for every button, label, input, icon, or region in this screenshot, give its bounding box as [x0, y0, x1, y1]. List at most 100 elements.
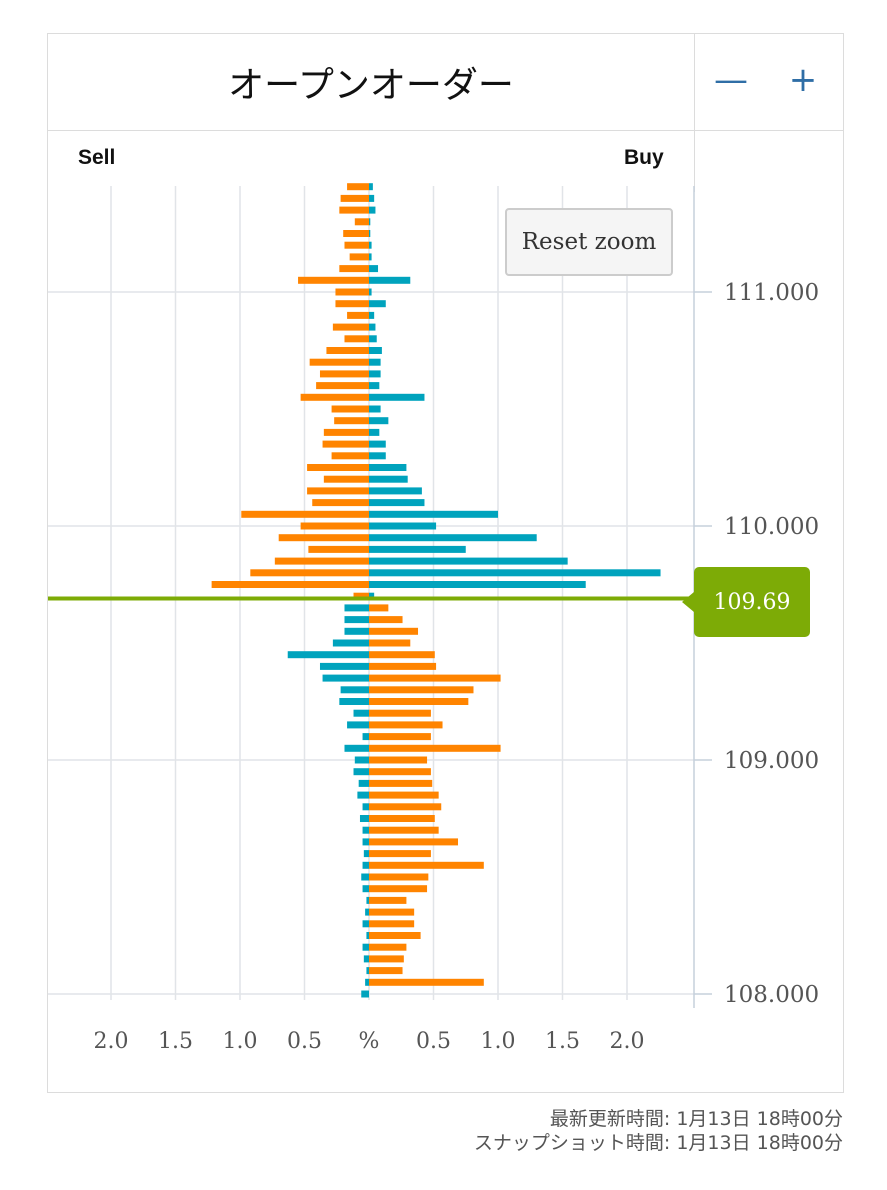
- sell-bar: [363, 850, 369, 858]
- buy-bar: [369, 311, 375, 319]
- x-tick-label: 0.5: [287, 1029, 322, 1054]
- reset-zoom-button[interactable]: Reset zoom: [505, 208, 673, 276]
- sell-bar: [344, 627, 369, 635]
- buy-bar: [369, 826, 439, 834]
- sell-bar: [332, 323, 369, 331]
- buy-bar: [369, 358, 381, 366]
- sell-bar: [300, 522, 369, 530]
- sell-bar: [362, 943, 369, 951]
- sell-bar: [334, 417, 369, 425]
- buy-bar: [369, 604, 389, 612]
- sell-bar: [363, 955, 369, 963]
- buy-bar: [369, 861, 484, 869]
- sell-bar: [344, 241, 369, 249]
- sell-bar: [359, 815, 369, 822]
- zoom-in-button[interactable]: +: [788, 60, 818, 100]
- sell-bar: [349, 253, 369, 261]
- sell-bar: [241, 510, 369, 518]
- zoom-out-button[interactable]: —: [714, 60, 748, 100]
- buy-bar: [369, 627, 419, 635]
- sell-bar: [362, 733, 369, 741]
- current-price-pointer: [682, 592, 694, 612]
- sell-bar: [287, 651, 369, 659]
- buy-bar: [369, 522, 437, 530]
- sell-bar: [211, 581, 369, 588]
- buy-bar: [369, 756, 428, 764]
- buy-bar: [369, 510, 498, 518]
- buy-bar: [369, 382, 380, 390]
- x-tick-label: 1.5: [158, 1029, 193, 1054]
- buy-bar: [369, 850, 431, 858]
- sell-bar: [274, 557, 369, 565]
- y-tick-label: 109.000: [724, 748, 819, 774]
- sell-bar: [331, 405, 369, 413]
- buy-bar: [369, 253, 372, 261]
- buy-bar: [369, 276, 411, 284]
- sell-bar: [308, 545, 369, 553]
- x-tick-label: 0.5: [416, 1029, 451, 1054]
- sell-bar: [335, 288, 369, 296]
- buy-bar: [369, 885, 428, 893]
- buy-bar: [369, 674, 501, 682]
- buy-bar: [369, 932, 421, 939]
- sell-bar: [347, 183, 369, 191]
- sell-bar: [339, 265, 369, 273]
- sell-bar: [343, 230, 369, 237]
- buy-bar: [369, 241, 372, 249]
- sell-bar: [344, 604, 369, 612]
- y-tick-label: 110.000: [724, 514, 819, 540]
- sell-bar: [353, 768, 369, 776]
- sell-side-label: Sell: [78, 146, 116, 169]
- sell-bar: [362, 920, 369, 928]
- sell-bar: [298, 276, 369, 284]
- sell-bar: [344, 335, 369, 343]
- sell-bar: [361, 873, 369, 881]
- buy-bar: [369, 967, 403, 975]
- sell-bar: [323, 428, 369, 436]
- buy-bar: [369, 779, 433, 787]
- sell-bar: [365, 908, 369, 916]
- y-tick-label: 111.000: [724, 280, 819, 306]
- x-tick-label: 2.0: [610, 1029, 645, 1054]
- sell-bar: [309, 358, 369, 366]
- sell-bar: [322, 674, 369, 682]
- sell-bar: [357, 791, 369, 799]
- buy-bar: [369, 651, 435, 659]
- x-tick-label: 2.0: [94, 1029, 129, 1054]
- buy-bar: [369, 698, 469, 705]
- sell-bar: [339, 206, 369, 214]
- sell-bar: [326, 347, 369, 354]
- buy-bar: [369, 581, 586, 588]
- sell-bar: [307, 487, 369, 495]
- buy-bar: [369, 499, 425, 507]
- header-right-divider: [694, 130, 695, 192]
- buy-bar: [369, 768, 431, 776]
- buy-bar: [369, 908, 415, 916]
- buy-bar: [369, 721, 443, 729]
- buy-bar: [369, 569, 661, 577]
- buy-bar: [369, 393, 425, 401]
- sell-bar: [316, 382, 369, 390]
- current-price-label: 109.69: [694, 567, 810, 637]
- buy-bar: [369, 815, 435, 822]
- sell-bar: [312, 499, 369, 507]
- sell-bar: [362, 885, 369, 893]
- last-updated-time: 最新更新時間: 1月13日 18時00分: [549, 1108, 843, 1130]
- sell-bar: [353, 592, 369, 600]
- sell-bar: [319, 662, 369, 670]
- sell-bar: [366, 896, 369, 904]
- buy-bar: [369, 545, 466, 553]
- buy-bar: [369, 335, 377, 343]
- buy-bar: [369, 265, 379, 273]
- sell-bar: [358, 779, 369, 787]
- sell-bar: [250, 569, 369, 577]
- buy-bar: [369, 347, 382, 354]
- sell-bar: [344, 616, 369, 624]
- chart-panel: オープンオーダー — + Sell Buy: [47, 33, 844, 1093]
- buy-bar: [369, 803, 442, 811]
- sell-bar: [332, 639, 369, 647]
- sell-bar: [362, 861, 369, 869]
- sell-bar: [331, 452, 369, 460]
- sell-bar: [354, 218, 369, 226]
